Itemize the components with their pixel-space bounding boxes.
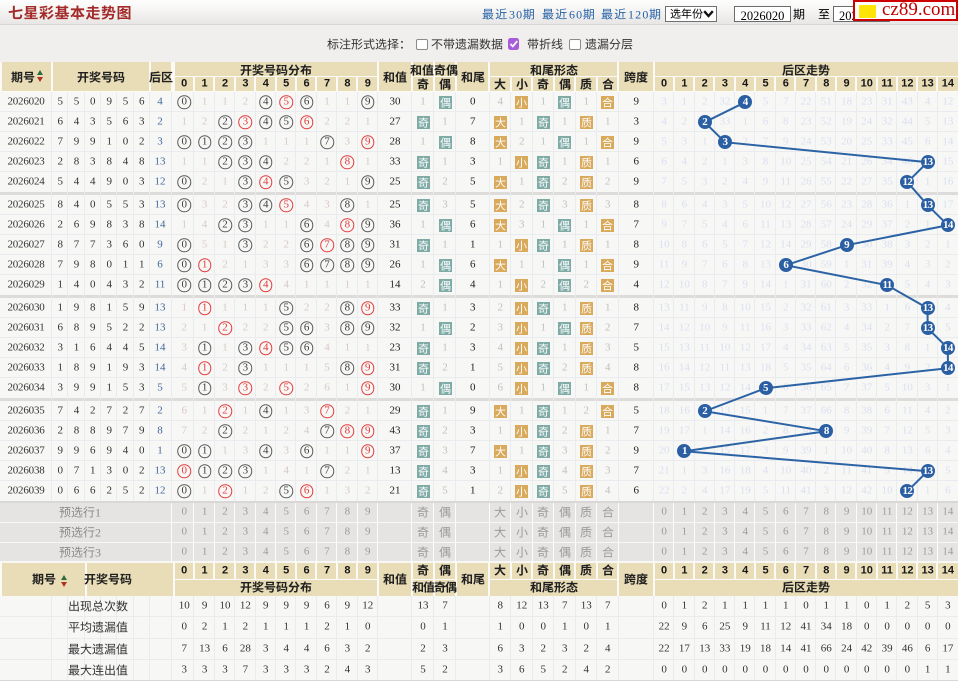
- svg-text:2: 2: [95, 526, 101, 540]
- svg-text:2: 2: [635, 7, 641, 21]
- svg-text:0: 0: [516, 7, 522, 21]
- svg-text:3: 3: [509, 7, 515, 21]
- svg-text:6: 6: [569, 7, 575, 21]
- svg-text:0: 0: [576, 7, 582, 21]
- svg-text:1: 1: [95, 506, 101, 520]
- svg-text:3: 3: [95, 546, 101, 560]
- svg-text:0: 0: [642, 7, 648, 21]
- svg-text:1: 1: [628, 7, 634, 21]
